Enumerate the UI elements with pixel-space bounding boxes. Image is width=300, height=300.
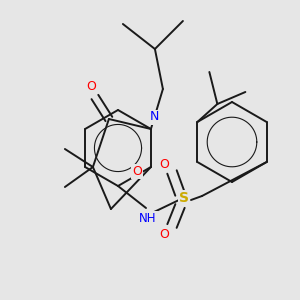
Text: O: O bbox=[159, 158, 169, 170]
Text: O: O bbox=[159, 227, 169, 241]
Text: O: O bbox=[132, 164, 142, 178]
Text: NH: NH bbox=[139, 212, 157, 224]
Text: O: O bbox=[86, 80, 96, 94]
Text: S: S bbox=[179, 191, 189, 205]
Text: N: N bbox=[150, 110, 160, 124]
